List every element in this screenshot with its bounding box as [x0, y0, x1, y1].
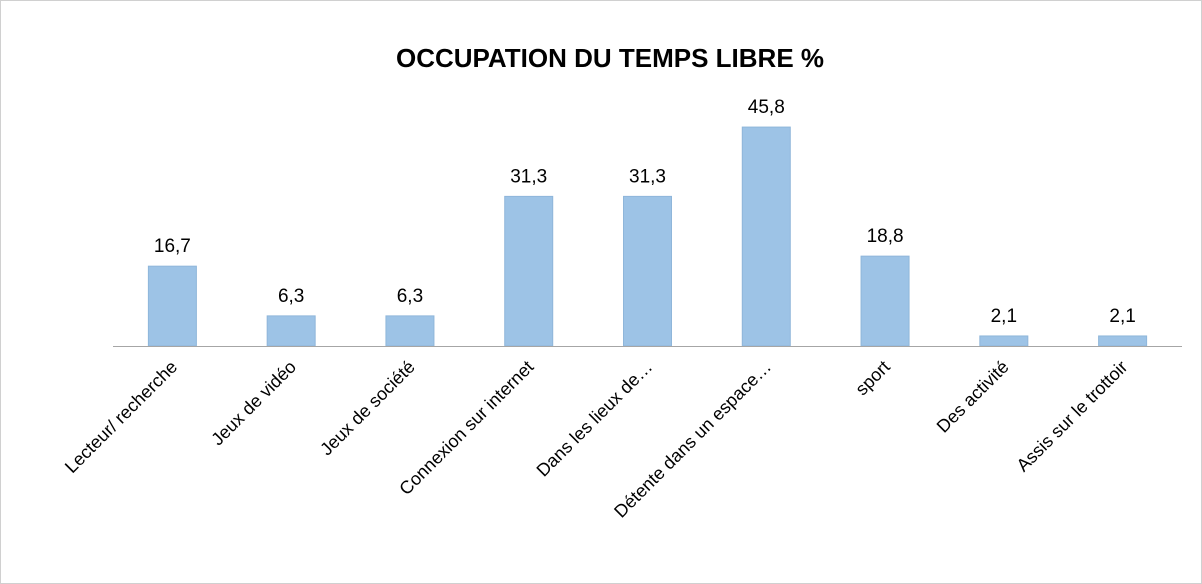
chart-title: OCCUPATION DU TEMPS LIBRE % — [396, 43, 824, 73]
data-label: 31,3 — [510, 166, 547, 187]
data-label: 2,1 — [991, 306, 1017, 327]
data-label: 6,3 — [278, 286, 304, 307]
bar — [1098, 335, 1148, 347]
data-label: 16,7 — [154, 236, 191, 257]
bar — [623, 195, 672, 347]
bar — [504, 195, 554, 347]
data-label: 31,3 — [629, 166, 666, 187]
data-label: 45,8 — [748, 97, 785, 118]
data-label: 18,8 — [867, 226, 904, 247]
data-label: 2,1 — [1109, 306, 1135, 327]
bar — [385, 315, 435, 347]
data-label: 6,3 — [397, 286, 423, 307]
bar — [979, 335, 1029, 347]
bar — [860, 255, 910, 347]
bar — [741, 126, 791, 347]
bar — [147, 265, 197, 347]
bar — [266, 315, 316, 347]
